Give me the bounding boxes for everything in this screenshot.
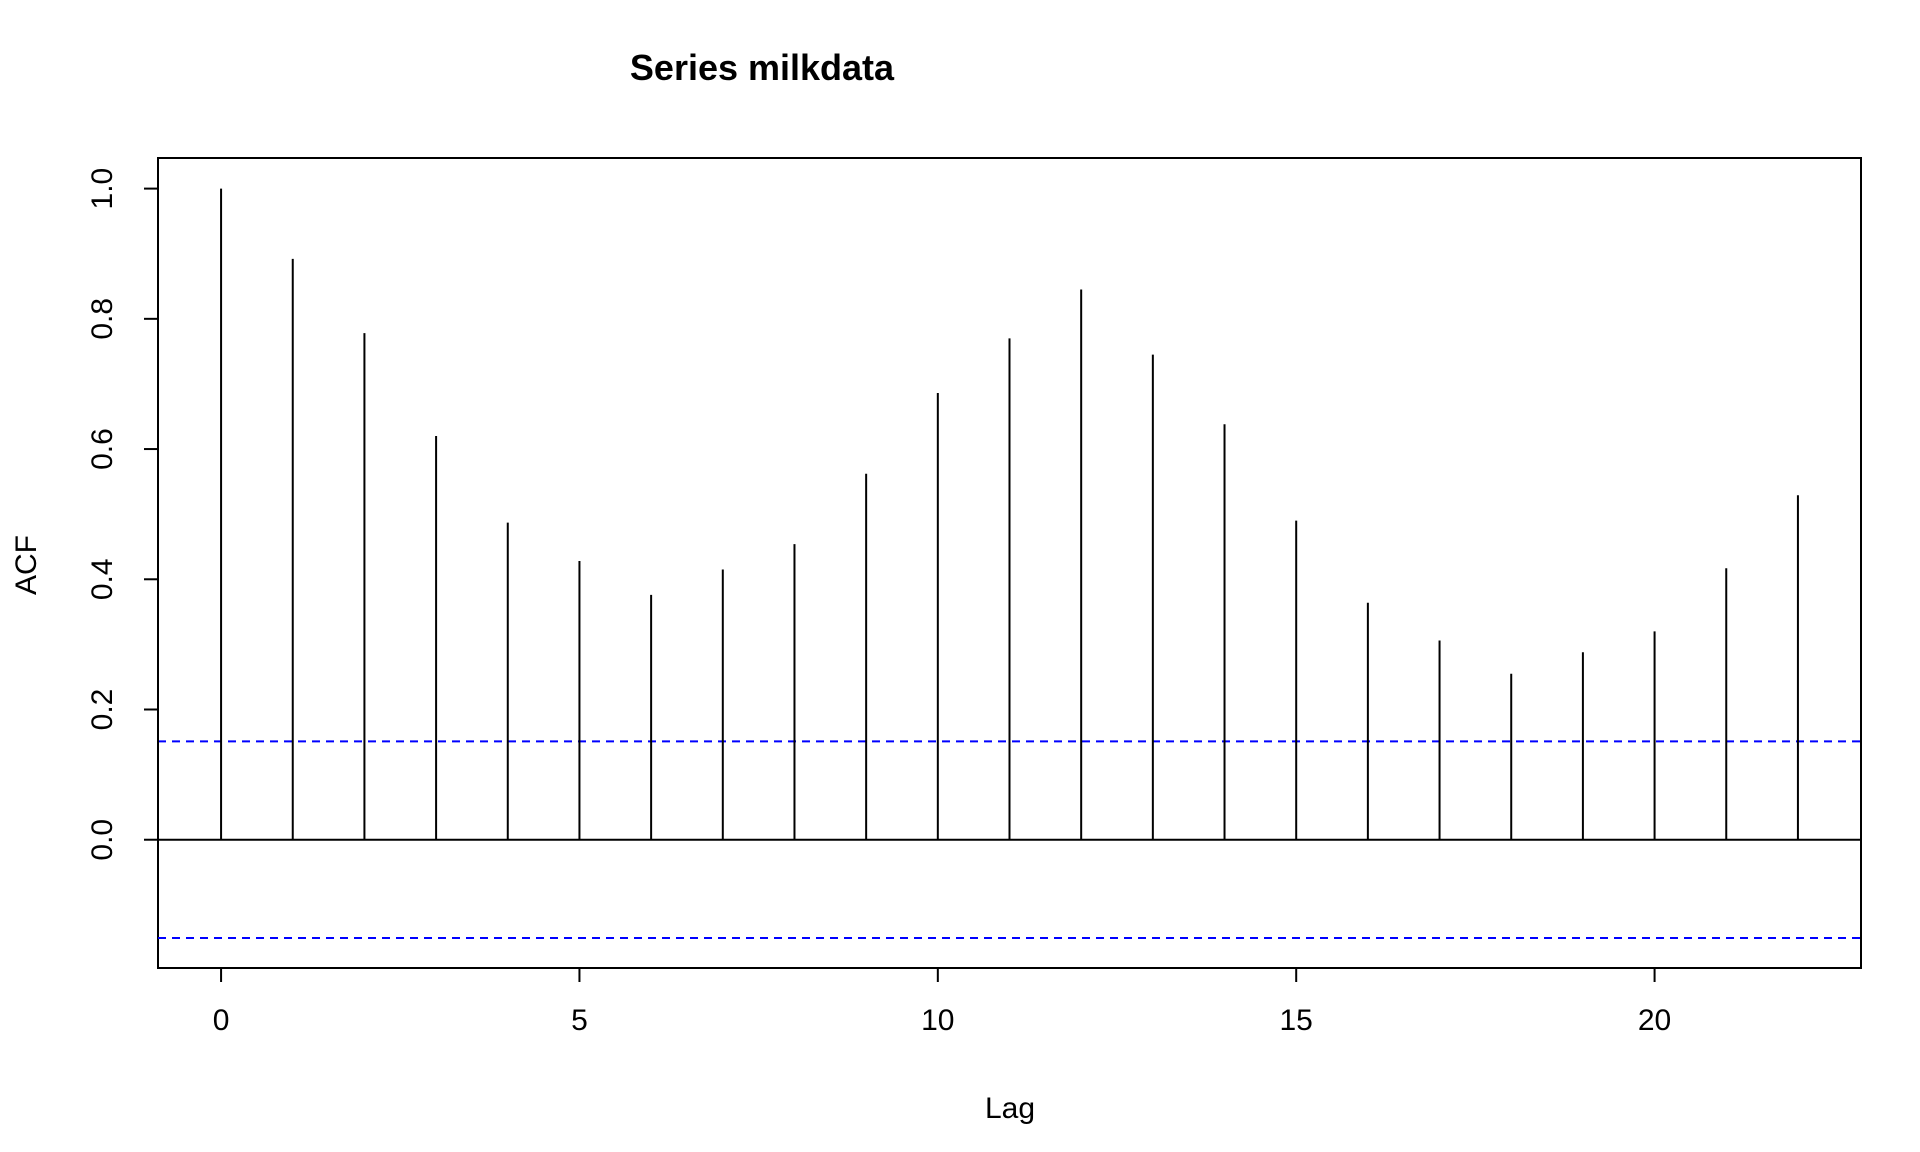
x-tick-label: 15: [1280, 1004, 1313, 1037]
y-tick-label: 0.4: [86, 558, 119, 600]
x-tick-label: 10: [921, 1004, 954, 1037]
y-tick-label: 0.2: [86, 689, 119, 731]
x-tick-label: 0: [213, 1004, 230, 1037]
x-tick-label: 20: [1638, 1004, 1671, 1037]
x-tick-label: 5: [571, 1004, 588, 1037]
y-tick-label: 0.6: [86, 428, 119, 470]
x-axis: 0 5 10 15 20: [213, 967, 1671, 1037]
y-tick-label: 1.0: [86, 168, 119, 210]
y-tick-label: 0.0: [86, 819, 119, 861]
chart-title: Series milkdata: [630, 47, 895, 88]
acf-bars: [220, 188, 1799, 840]
y-axis-label: ACF: [10, 535, 43, 595]
confidence-bounds: [158, 740, 1861, 940]
x-axis-label: Lag: [985, 1092, 1035, 1125]
y-axis: 0.0 0.2 0.4 0.6 0.8 1.0: [86, 168, 159, 861]
y-tick-label: 0.8: [86, 298, 119, 340]
